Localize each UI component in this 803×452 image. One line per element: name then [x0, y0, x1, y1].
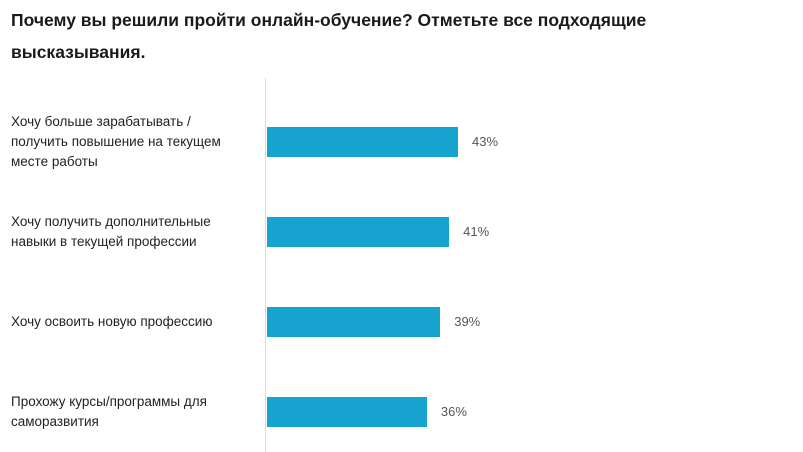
category-label: Хочу больше зарабатывать / получить повы…: [11, 114, 221, 169]
value-label: 39%: [454, 314, 481, 329]
category-axis-line: [265, 78, 266, 452]
chart-title: Почему вы решили пройти онлайн-обучение?…: [11, 10, 647, 62]
value-label: 43%: [472, 134, 499, 149]
value-label: 41%: [463, 224, 490, 239]
category-label: Хочу освоить новую профессию: [11, 314, 213, 329]
category-label: Хочу получить дополнительные навыки в те…: [11, 214, 211, 249]
bar: [267, 397, 427, 427]
bar: [267, 307, 441, 337]
bar: [267, 127, 458, 157]
category-label: Прохожу курсы/программы для саморазвития: [11, 394, 207, 429]
value-label: 36%: [440, 404, 467, 419]
bar: [267, 217, 450, 247]
